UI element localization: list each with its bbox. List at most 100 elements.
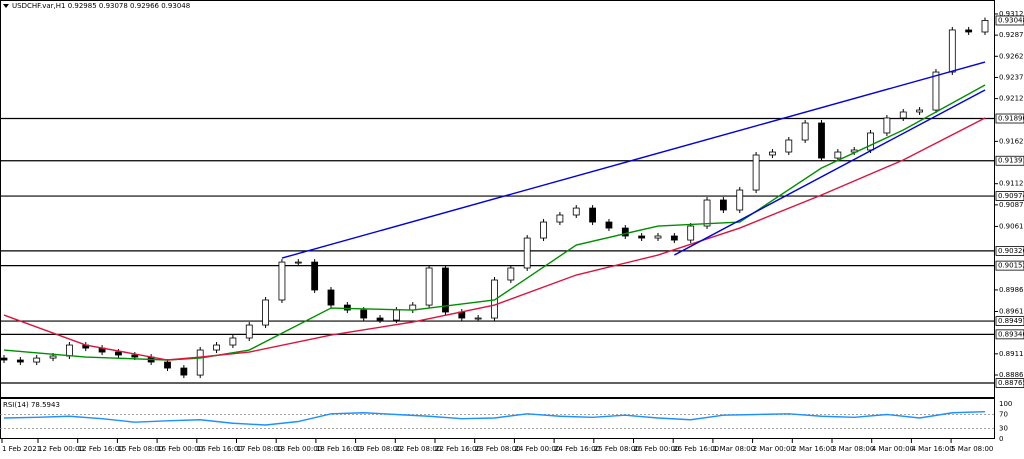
x-tick-label: 16 Feb 00:00 — [157, 445, 203, 453]
x-tick-label: 4 Mar 00:00 — [872, 445, 914, 453]
x-tick-label: 25 Feb 08:00 — [594, 445, 640, 453]
x-tick-label: 15 Feb 08:00 — [117, 445, 163, 453]
chart-title: USDCHF.var,H1 0.92985 0.93078 0.92966 0.… — [12, 2, 190, 10]
x-tick-label: 22 Feb 08:00 — [395, 445, 441, 453]
candle — [294, 261, 302, 264]
candle — [621, 227, 629, 237]
candle — [556, 214, 564, 223]
x-tick-label: 1 Mar 08:00 — [713, 445, 755, 453]
level-box — [995, 260, 1024, 271]
candle — [245, 324, 253, 339]
candle — [736, 189, 744, 211]
current-price-box — [995, 15, 1024, 26]
candle — [491, 279, 498, 319]
candle — [965, 29, 973, 33]
rsi-tick-label: 100 — [999, 400, 1012, 408]
candle — [638, 235, 646, 239]
candle — [180, 367, 188, 376]
candle — [654, 235, 662, 239]
candle — [343, 304, 351, 311]
rsi-label: RSI(14) 78.5943 — [3, 401, 60, 409]
y-tick-label: 0.93125 — [999, 10, 1024, 18]
candle — [687, 225, 695, 241]
x-tick-label: 12 Feb 00:00 — [38, 445, 84, 453]
x-tick-label: 3 Mar 08:00 — [832, 445, 874, 453]
y-tick-label: 0.90615 — [999, 222, 1024, 230]
candle — [867, 132, 874, 151]
level-label: 0.91391 — [998, 157, 1024, 165]
candle — [311, 261, 319, 291]
candle — [164, 361, 171, 369]
level-box — [995, 245, 1024, 256]
level-box — [995, 378, 1024, 388]
level-label: 0.89497 — [998, 317, 1024, 325]
x-tick-label: 2 Mar 16:00 — [792, 445, 834, 453]
trend-line — [281, 61, 986, 259]
x-tick-label: 2 Mar 00:00 — [753, 445, 795, 453]
candle — [752, 154, 760, 191]
candle — [785, 139, 793, 153]
candle — [360, 309, 368, 319]
candle — [474, 317, 482, 320]
x-tick-label: 26 Feb 16:00 — [673, 445, 719, 453]
x-tick-label: 26 Feb 00:00 — [634, 445, 680, 453]
level-label: 0.90152 — [998, 262, 1024, 270]
candle — [769, 151, 776, 156]
x-tick-label: 24 Feb 00:00 — [514, 445, 560, 453]
level-label: 0.90326 — [998, 247, 1024, 255]
candle — [540, 221, 547, 239]
x-tick-label: 22 Feb 16:00 — [435, 445, 481, 453]
candle — [589, 207, 596, 223]
candle — [33, 357, 41, 363]
candle — [883, 117, 891, 134]
candle — [720, 199, 727, 211]
candle — [523, 237, 531, 269]
menu-arrow[interactable] — [3, 4, 9, 8]
rsi-tick-label: 30 — [999, 425, 1008, 433]
candle — [932, 71, 940, 111]
candle — [425, 267, 433, 306]
x-tick-label: 16 Feb 16:00 — [197, 445, 243, 453]
candle — [392, 309, 400, 321]
candle — [66, 344, 73, 357]
candle — [572, 207, 580, 216]
candle — [834, 151, 842, 159]
candle — [981, 20, 989, 33]
candle — [327, 289, 335, 306]
level-box — [995, 329, 1024, 340]
level-label: 0.88765 — [998, 379, 1024, 387]
candle — [278, 261, 286, 301]
candle — [948, 29, 956, 73]
x-tick-label: 1 Feb 2021 — [2, 445, 41, 453]
y-tick-label: 0.92125 — [999, 95, 1024, 103]
price-frame — [0, 0, 995, 398]
candle — [16, 359, 24, 363]
x-tick-label: 17 Feb 08:00 — [237, 445, 283, 453]
candle — [703, 199, 711, 227]
candle — [0, 357, 8, 361]
rsi-tick-label: 70 — [999, 411, 1008, 419]
candle — [49, 355, 57, 359]
x-tick-label: 12 Feb 16:00 — [78, 445, 124, 453]
candle — [507, 267, 515, 281]
candle — [899, 111, 907, 119]
x-tick-label: 24 Feb 16:00 — [554, 445, 600, 453]
candle — [115, 351, 122, 356]
level-label: 0.90974 — [998, 192, 1024, 200]
y-tick-label: 0.92875 — [999, 31, 1024, 39]
candle — [262, 299, 270, 326]
candle — [670, 235, 678, 241]
level-box — [995, 113, 1024, 124]
candle — [916, 109, 923, 113]
x-tick-label: 4 Mar 16:00 — [911, 445, 953, 453]
level-box — [995, 316, 1024, 326]
x-tick-label: 23 Feb 08:00 — [475, 445, 521, 453]
y-tick-label: 0.89865 — [999, 286, 1024, 294]
candle — [376, 317, 384, 321]
trend-line — [674, 89, 986, 256]
